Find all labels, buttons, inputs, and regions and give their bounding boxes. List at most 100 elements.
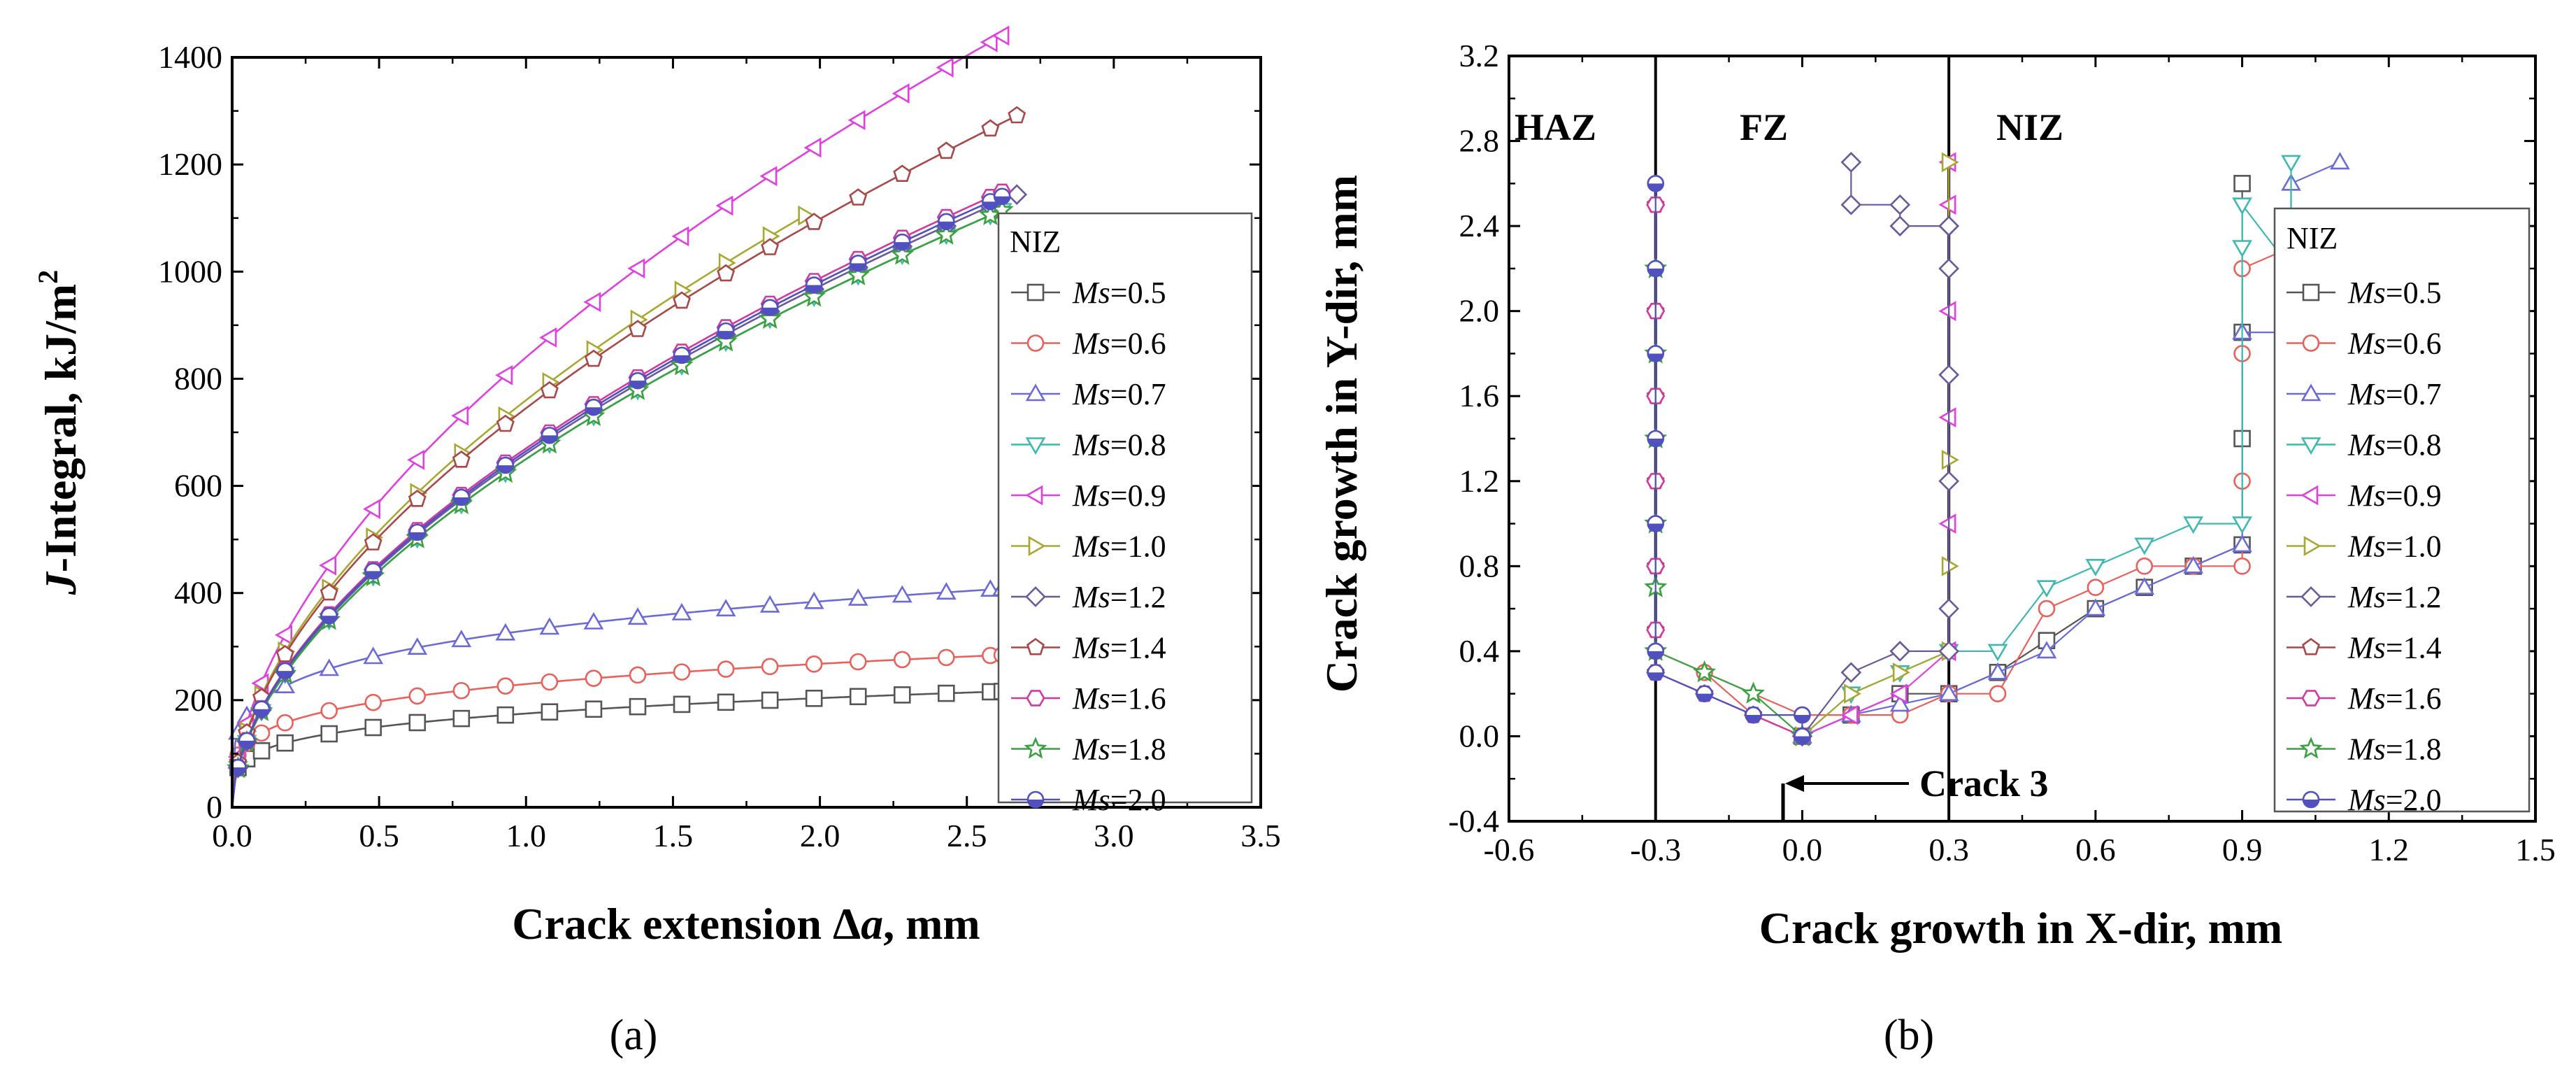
panel-a-ylabel-rest: -Integral, kJ/m <box>36 284 85 572</box>
zone-label-haz: HAZ <box>1515 106 1596 148</box>
panel-a-marker-ms-0-9 <box>892 83 910 104</box>
panel-b-marker-ms-2-0-fill <box>1696 693 1712 702</box>
panel-b-line-ms-1-4 <box>1654 204 1803 737</box>
panel-b-xtick-label: 1.2 <box>2369 832 2410 867</box>
panel-a-marker-ms-0-9 <box>319 555 337 576</box>
panel-a-marker-ms-0-7 <box>759 595 780 613</box>
panel-a-legend-label-value: =0.9 <box>1110 478 1166 513</box>
panel-a-marker-ms-0-7 <box>892 585 913 603</box>
panel-b-legend-label-value: =0.8 <box>2386 428 2442 462</box>
panel-a-marker-ms-0-5 <box>276 734 294 752</box>
panel-b-legend-label: Ms=0.9 <box>2347 478 2442 513</box>
panel-a-marker-ms-2-0-fill <box>850 263 866 271</box>
panel-a-marker-ms-0-9 <box>980 32 998 52</box>
panel-b-legend-label-value: =1.2 <box>2386 580 2442 614</box>
panel-b-legend-label-var: Ms <box>2347 681 2386 716</box>
panel-b-marker-ms-0-8 <box>2183 516 2204 534</box>
panel-b-line-ms-0-9 <box>1801 162 1950 737</box>
panel-b-marker-ms-0-5 <box>2233 175 2251 192</box>
panel-a-marker-ms-0-9 <box>627 258 645 279</box>
panel-a-marker-ms-0-6 <box>320 702 338 720</box>
panel-b-marker-ms-0-6 <box>2135 558 2154 575</box>
panel-a-marker-ms-2-0-fill <box>254 709 270 717</box>
panel-a-line-ms-1-6 <box>231 191 1003 808</box>
panel-b-legend-marker <box>2300 437 2321 455</box>
panel-a-marker-ms-0-9 <box>715 195 734 216</box>
panel-a-marker-ms-1-8 <box>846 263 870 285</box>
panel-b-series-ms-1-8 <box>1644 256 1814 746</box>
panel-b-marker-ms-0-9 <box>1889 683 1908 704</box>
panel-b-marker-ms-0-8 <box>2085 558 2106 576</box>
panel-a-marker-ms-0-6 <box>805 655 823 673</box>
panel-b-marker-ms-2-0-fill <box>1647 439 1663 446</box>
panel-a-legend-item-ms-0-7: Ms=0.7 <box>1011 377 1166 411</box>
panel-a-marker-ms-0-9 <box>451 405 469 426</box>
panel-a-marker-ms-0-5 <box>717 693 735 711</box>
panel-a-series-ms-0-7 <box>228 579 1012 808</box>
panel-b-marker-ms-0-8 <box>2232 240 2252 258</box>
panel-a-marker-ms-0-6 <box>364 693 382 711</box>
panel-b-marker-ms-1-2 <box>1938 641 1959 662</box>
caption-b: (b) <box>1884 1012 1934 1059</box>
panel-a-line-ms-0-5 <box>231 690 1003 808</box>
panel-b-series-ms-1-4 <box>1646 195 1812 744</box>
panel-a-marker-ms-2-0-fill <box>938 221 954 229</box>
panel-a-legend-label-var: Ms <box>1072 681 1110 716</box>
panel-a-legend-label: Ms=0.7 <box>1072 377 1166 411</box>
panel-a-marker-ms-0-5 <box>761 691 779 709</box>
panel-a-marker-ms-1-8 <box>890 243 914 265</box>
panel-b-ytick-label: 3.2 <box>1459 38 1500 73</box>
panel-a-xlabel-suffix: , mm <box>883 899 980 949</box>
panel-a-marker-ms-0-7 <box>847 588 868 606</box>
panel-a-legend-label-value: =1.0 <box>1110 530 1166 564</box>
panel-b-marker-ms-2-0-fill <box>1647 353 1663 362</box>
panel-b-marker-ms-1-0 <box>1941 555 1959 576</box>
panel-b-marker-ms-0-8 <box>2281 155 2301 173</box>
panel-b-marker-ms-1-2 <box>1938 470 1959 492</box>
panel-b-legend-label: Ms=0.6 <box>2347 327 2442 361</box>
panel-a-legend-label: Ms=0.8 <box>1072 428 1166 462</box>
panel-b-marker-ms-0-8 <box>1987 644 2008 662</box>
panel-b-legend-label-var: Ms <box>2347 276 2386 310</box>
crack-annotation-label: Crack 3 <box>1919 763 2048 804</box>
panel-b-ytick-label: 2.8 <box>1459 123 1500 159</box>
panel-b-line-ms-0-5 <box>1801 183 2243 737</box>
panel-a-legend-item-ms-0-6: Ms=0.6 <box>1011 327 1166 361</box>
panel-a-marker-ms-1-4 <box>276 644 294 662</box>
panel-a-marker-ms-0-5 <box>252 742 271 760</box>
panel-b-series-ms-2-0 <box>1647 175 1811 745</box>
panel-a-marker-ms-1-4 <box>629 320 647 337</box>
panel-a-line-ms-0-7 <box>231 588 1003 808</box>
panel-a-legend-label-value: =0.8 <box>1110 428 1166 462</box>
panel-a-ticks: 0.0 0.5 1.0 1.5 2.0 2.5 3.0 3.5 0 200 400 600 800 100… <box>158 39 1281 853</box>
panel-b-legend-item-ms-0-8: Ms=0.8 <box>2287 428 2442 462</box>
panel-b-marker-ms-1-2 <box>1889 215 1911 236</box>
panel-b-legend-item-ms-2-0: Ms=2.0 <box>2287 783 2442 817</box>
panel-a-marker-ms-0-6 <box>761 658 779 676</box>
zone-label-fz: FZ <box>1740 106 1788 148</box>
panel-a-xtick-label: 0.5 <box>359 818 399 853</box>
panel-a-legend-item-ms-0-8: Ms=0.8 <box>1011 428 1166 462</box>
panel-a-legend-label-value: =2.0 <box>1110 783 1166 817</box>
panel-a-legend-label: Ms=0.6 <box>1072 327 1166 361</box>
panel-b-marker-ms-1-2 <box>1938 364 1959 385</box>
panel-a-marker-ms-0-9 <box>275 625 293 646</box>
panel-b-line-ms-1-2 <box>1801 162 1950 737</box>
panel-b-legend-item-ms-1-6: Ms=1.6 <box>2287 681 2442 716</box>
panel-a-marker-ms-0-6 <box>893 651 911 669</box>
panel-a-marker-ms-0-5 <box>541 703 559 721</box>
panel-b-marker-ms-1-8 <box>1741 681 1766 704</box>
panel-a-legend-label-value: =1.8 <box>1110 732 1166 767</box>
panel-b-marker-ms-0-9 <box>1840 704 1859 725</box>
panel-a-legend-marker <box>1026 283 1045 302</box>
panel-b-line-ms-1-8 <box>1654 268 1803 737</box>
panel-b-marker-ms-1-2 <box>1938 598 1959 619</box>
panel-a-xlabel-italic: a <box>861 899 883 949</box>
panel-b-marker-ms-1-0 <box>1892 662 1910 683</box>
panel-a-marker-ms-0-5 <box>496 706 515 724</box>
panel-a-marker-ms-2-0-fill <box>585 407 601 416</box>
panel-a-legend-marker <box>1028 536 1046 556</box>
panel-b-marker-ms-0-6 <box>2087 579 2105 597</box>
panel-b-marker-ms-1-2 <box>1938 215 1959 236</box>
